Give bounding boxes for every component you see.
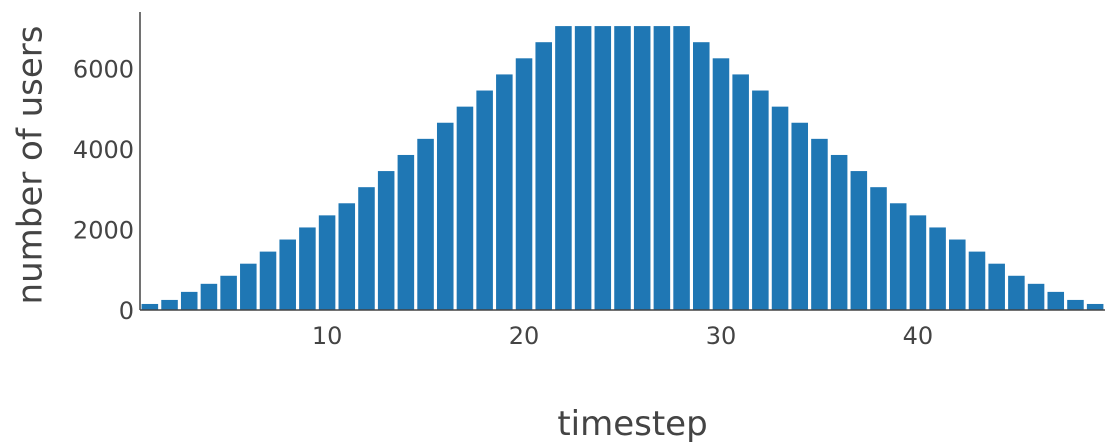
bar-45	[1008, 275, 1025, 310]
bar-46	[1027, 283, 1045, 310]
y-tick-label-4000: 4000	[73, 136, 134, 164]
bar-17	[456, 106, 474, 310]
bar-4	[200, 283, 218, 310]
bar-12	[358, 187, 375, 310]
bar-36	[830, 154, 848, 310]
bar-47	[1047, 291, 1065, 310]
bar-18	[476, 90, 493, 310]
bar-20	[515, 58, 533, 311]
y-tick-label-0: 0	[119, 297, 134, 325]
bar-27	[653, 26, 671, 311]
y-tick-labels: 0 2000 4000 6000	[73, 55, 134, 325]
bar-10	[318, 215, 336, 310]
bar-43	[968, 251, 986, 310]
bar-21	[535, 42, 552, 310]
bar-14	[397, 154, 415, 310]
bar-3	[180, 291, 198, 310]
bar-30	[712, 58, 730, 311]
bar-19	[496, 74, 513, 310]
x-tick-label-20: 20	[509, 322, 540, 350]
bar-6	[240, 263, 257, 310]
bar-49	[1086, 303, 1104, 310]
bar-33	[771, 106, 789, 310]
bar-23	[574, 26, 592, 311]
bar-42	[949, 239, 966, 310]
bar-31	[732, 74, 749, 310]
x-tick-labels: 10 20 30 40	[312, 322, 933, 350]
y-tick-label-6000: 6000	[73, 55, 134, 83]
bar-13	[377, 171, 395, 310]
y-axis-title: number of users	[11, 26, 51, 305]
bar-2	[161, 299, 178, 310]
bar-34	[791, 122, 809, 311]
bar-15	[417, 138, 434, 310]
bar-9	[299, 227, 316, 310]
x-tick-label-10: 10	[312, 322, 343, 350]
bar-5	[220, 275, 237, 310]
bar-7	[259, 251, 277, 310]
bar-32	[752, 90, 769, 310]
bar-35	[811, 138, 828, 310]
bar-38	[870, 187, 887, 310]
x-tick-label-30: 30	[706, 322, 737, 350]
bar-8	[279, 239, 296, 310]
bars-group	[141, 26, 1104, 311]
bar-16	[436, 122, 454, 311]
bar-28	[673, 26, 690, 311]
bar-25	[614, 26, 631, 311]
bar-11	[338, 203, 356, 310]
y-tick-label-2000: 2000	[73, 216, 134, 244]
x-tick-label-40: 40	[903, 322, 934, 350]
x-axis-title: timestep	[557, 404, 707, 443]
bar-22	[555, 26, 572, 311]
bar-29	[693, 42, 710, 310]
bar-48	[1067, 299, 1084, 310]
bar-44	[988, 263, 1005, 310]
bar-37	[850, 171, 868, 310]
bar-40	[909, 215, 927, 310]
bar-24	[594, 26, 612, 311]
bar-41	[929, 227, 946, 310]
bar-1	[141, 303, 159, 310]
bar-39	[889, 203, 907, 310]
bar-26	[633, 26, 651, 311]
